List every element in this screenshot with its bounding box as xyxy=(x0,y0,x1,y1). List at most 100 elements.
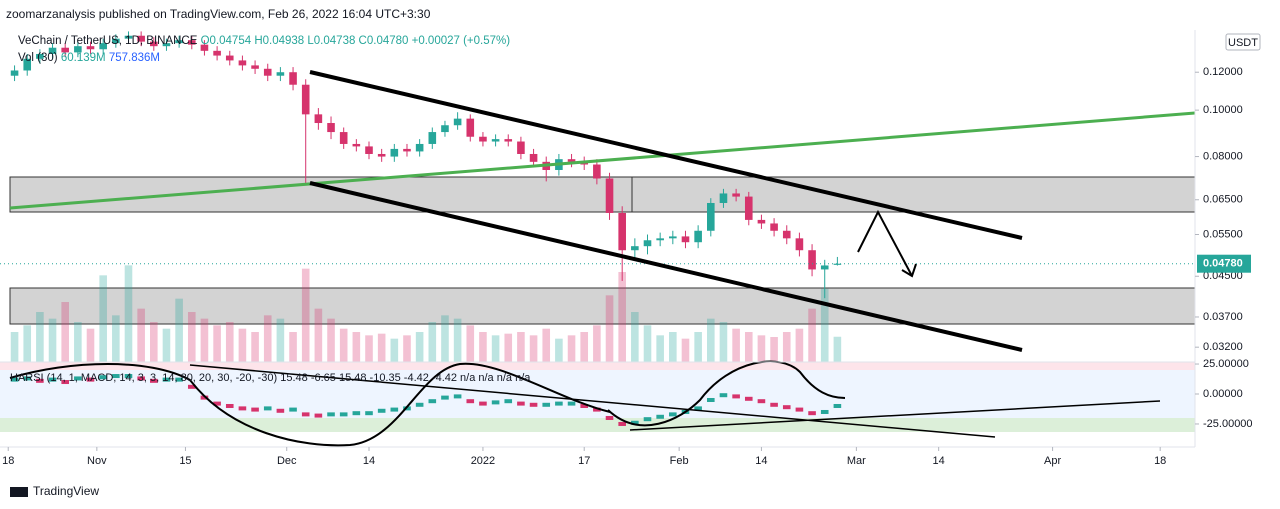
indicator-mark xyxy=(656,414,664,419)
y-tick-label: 0.05500 xyxy=(1203,228,1243,240)
candle-body xyxy=(86,46,95,50)
indicator-mark xyxy=(225,403,234,408)
candle-body xyxy=(593,164,601,179)
volume-bar xyxy=(795,328,804,362)
candle-body xyxy=(820,265,829,270)
indicator-mark xyxy=(327,412,335,417)
indicator-mark xyxy=(390,407,399,412)
volume-bar xyxy=(782,332,791,362)
candle-body xyxy=(390,148,399,157)
indicator-mark xyxy=(453,394,462,399)
volume-bar xyxy=(10,332,19,362)
indicator-mark xyxy=(542,402,551,407)
channel-top xyxy=(309,70,1023,240)
candle-body xyxy=(479,136,487,142)
indicator-mark xyxy=(631,420,639,425)
candle-body xyxy=(732,193,740,197)
indicator-mark xyxy=(618,421,626,426)
candle-body xyxy=(276,72,285,76)
volume-bar xyxy=(86,328,95,362)
volume-bar xyxy=(200,318,209,362)
indicator-mark xyxy=(719,393,728,398)
candle-body xyxy=(251,65,259,69)
candle-body xyxy=(605,178,614,213)
volume-bar xyxy=(403,335,411,362)
indicator-mark xyxy=(162,377,171,382)
indicator-mark xyxy=(352,411,361,416)
volume-bar xyxy=(187,312,196,362)
candle-body xyxy=(289,72,297,85)
candle-body xyxy=(36,53,44,59)
x-tick-label: Apr xyxy=(1044,455,1061,467)
candle-body xyxy=(10,70,19,76)
candle-body xyxy=(529,153,538,162)
indicator-mark xyxy=(782,405,791,410)
x-tick-label: 18 xyxy=(1154,455,1166,467)
y-tick-label: 0.12000 xyxy=(1203,66,1243,78)
volume-bar xyxy=(301,268,310,362)
volume-bar xyxy=(656,335,664,362)
publisher-line: zoomarzanalysis published on TradingView… xyxy=(6,7,431,21)
volume-bar xyxy=(567,335,576,362)
volume-bar xyxy=(732,328,740,362)
indicator-tick-label: 0.00000 xyxy=(1203,388,1243,400)
currency-badge xyxy=(1225,33,1261,51)
oscillator-wave xyxy=(607,360,846,427)
volume-bar xyxy=(669,332,677,362)
indicator-mark xyxy=(757,399,766,404)
volume-bar xyxy=(48,318,57,362)
candle-body xyxy=(263,68,272,76)
volume-bar xyxy=(428,322,437,362)
candle-body xyxy=(782,230,791,239)
currency: USDT xyxy=(1228,37,1258,49)
candle-body xyxy=(669,236,677,239)
indicator-mark xyxy=(593,407,601,412)
volume-bar xyxy=(289,332,297,362)
volume-bar xyxy=(593,325,601,362)
volume-bar xyxy=(770,337,778,362)
volume-bar xyxy=(276,318,285,362)
candle-body xyxy=(681,236,690,243)
indicator-mark xyxy=(99,375,107,380)
indicator-mark xyxy=(491,400,500,405)
projection-arrow xyxy=(857,209,913,277)
x-tick-label: 14 xyxy=(363,455,375,467)
volume-bar xyxy=(517,332,525,362)
indicator-mark xyxy=(365,411,373,416)
indicator-mark xyxy=(61,380,69,385)
indicator-mark xyxy=(200,395,209,400)
indicator-mark xyxy=(694,406,702,411)
y-tick-label: 0.10000 xyxy=(1203,104,1243,116)
indicator-mark xyxy=(403,406,411,411)
candle-body xyxy=(352,143,361,147)
volume-bar xyxy=(23,325,32,362)
volume-bar xyxy=(124,265,133,362)
legend: VeChain / TetherUS, 1D, BINANCE O0.04754… xyxy=(18,35,510,47)
candle-body xyxy=(504,139,513,142)
volume-bar xyxy=(719,322,728,362)
oscillator-trend xyxy=(189,364,996,438)
footer-logo xyxy=(10,487,28,497)
volume-bar xyxy=(377,333,386,362)
candle-body xyxy=(643,240,652,247)
indicator-mark xyxy=(555,401,563,406)
candle-body xyxy=(225,55,234,61)
candle-body xyxy=(833,263,842,265)
indicator-mark xyxy=(48,377,57,382)
candle-body xyxy=(61,47,69,53)
volume-bar xyxy=(137,308,145,362)
volume-ma: 60.139M xyxy=(60,52,106,64)
indicator-mark xyxy=(643,417,652,422)
indicator-mark xyxy=(567,401,576,406)
volume-bar xyxy=(162,328,171,362)
candle-body xyxy=(112,38,120,44)
volume-bar xyxy=(529,335,538,362)
indicator-mark xyxy=(428,399,437,404)
candle-body xyxy=(200,44,209,51)
volume-label: Vol (30) xyxy=(18,52,58,64)
volume-bar xyxy=(605,295,614,362)
indicator-mark xyxy=(213,401,221,406)
indicator-mark xyxy=(820,409,829,414)
indicator-mark xyxy=(124,374,133,379)
